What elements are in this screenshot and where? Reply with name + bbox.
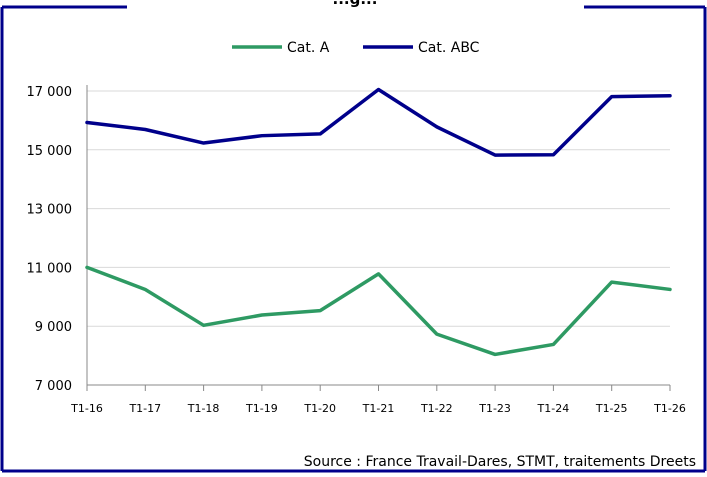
x-tick-label: T1-23 [478, 402, 511, 415]
chart-title: ...g... [130, 0, 580, 8]
frame-border [0, 5, 707, 473]
x-tick-label: T1-20 [303, 402, 336, 415]
y-tick-label: 7 000 [35, 379, 72, 394]
x-tick-label: T1-26 [653, 402, 686, 415]
x-tick-label: T1-16 [70, 402, 103, 415]
series-line-cat-a [85, 265, 672, 357]
y-tick-label: 13 000 [27, 203, 73, 218]
source-note: Source : France Travail-Dares, STMT, tra… [303, 454, 696, 470]
y-tick-label: 11 000 [27, 261, 73, 276]
legend-label: Cat. ABC [418, 40, 480, 56]
x-tick-label: T1-25 [595, 402, 628, 415]
series-line-cat-abc [85, 87, 672, 157]
legend-label: Cat. A [287, 40, 330, 56]
x-tick-label: T1-21 [362, 402, 395, 415]
x-tick-label: T1-18 [187, 402, 220, 415]
x-tick-label: T1-17 [128, 402, 161, 415]
x-tick-label: T1-19 [245, 402, 278, 415]
x-tick-label: T1-22 [420, 402, 453, 415]
x-tick-label: T1-24 [537, 402, 570, 415]
y-tick-label: 15 000 [27, 144, 73, 159]
y-tick-label: 17 000 [27, 85, 73, 100]
y-tick-label: 9 000 [35, 320, 72, 335]
